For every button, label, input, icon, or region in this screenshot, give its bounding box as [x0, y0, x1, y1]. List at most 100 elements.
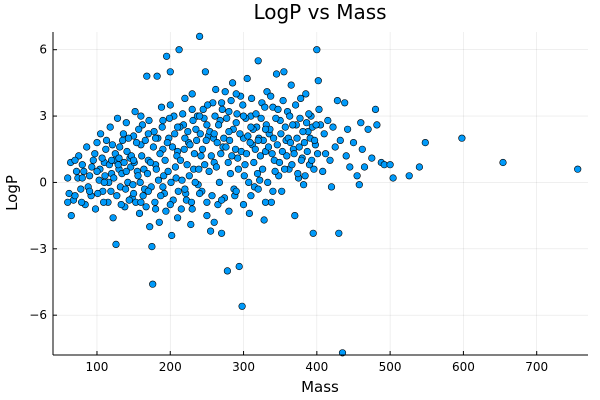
scatter-point [349, 139, 358, 147]
scatter-point [355, 181, 363, 189]
scatter-point [134, 172, 142, 180]
scatter-point [239, 112, 248, 120]
scatter-point [290, 150, 298, 158]
scatter-point [187, 198, 196, 206]
scatter-point [64, 198, 72, 206]
scatter-point [174, 123, 182, 131]
scatter-point [93, 167, 101, 175]
scatter-point [201, 68, 209, 76]
scatter-point [174, 187, 182, 195]
scatter-point [196, 32, 204, 41]
scatter-point [148, 243, 156, 251]
scatter-point [259, 165, 267, 173]
scatter-point [91, 150, 99, 158]
scatter-point [311, 136, 319, 144]
scatter-point [195, 165, 203, 173]
scatter-point [120, 158, 128, 167]
scatter-point [187, 220, 195, 229]
scatter-point [135, 209, 144, 217]
scatter-point [130, 189, 138, 198]
scatter-point [158, 123, 166, 131]
scatter-point [247, 192, 255, 200]
scatter-point [202, 136, 210, 144]
scatter-point [164, 167, 172, 175]
scatter-point [277, 130, 285, 138]
scatter-point [295, 143, 303, 151]
scatter-point [327, 183, 336, 191]
scatter-point [168, 143, 177, 151]
scatter-point [314, 150, 322, 158]
scatter-point [149, 280, 157, 288]
scatter-point [71, 156, 79, 164]
scatter-point [181, 94, 189, 102]
scatter-point [157, 192, 165, 200]
scatter-point [421, 139, 429, 147]
scatter-point [358, 145, 366, 153]
scatter-point [96, 130, 105, 138]
scatter-point [100, 178, 108, 186]
scatter-point [272, 70, 281, 78]
scatter-point [245, 178, 253, 186]
scatter-point [153, 72, 161, 80]
scatter-point [319, 167, 327, 175]
scatter-point [144, 187, 152, 195]
scatter-point [137, 198, 145, 206]
scatter-point [124, 134, 133, 142]
scatter-point [289, 121, 297, 129]
scatter-point [146, 223, 154, 231]
scatter-point [233, 110, 241, 118]
scatter-point [185, 172, 193, 180]
scatter-point [341, 99, 349, 107]
scatter-point [205, 167, 213, 175]
scatter-point [297, 156, 306, 164]
scatter-point [156, 150, 164, 158]
scatter-point [163, 52, 171, 60]
scatter-point [180, 145, 188, 153]
scatter-point [162, 207, 170, 215]
scatter-point [139, 192, 147, 200]
scatter-point [122, 167, 130, 175]
scatter-point [186, 141, 194, 149]
scatter-point [228, 152, 236, 160]
x-tick-label: 400 [305, 360, 328, 374]
scatter-point [278, 147, 287, 156]
scatter-point [225, 207, 233, 215]
scatter-point [344, 125, 352, 133]
y-tick-label: 0 [39, 175, 47, 189]
scatter-point [312, 121, 320, 129]
scatter-point [165, 114, 174, 122]
scatter-point [116, 143, 124, 151]
scatter-point [269, 187, 277, 195]
scatter-point [299, 128, 307, 136]
scatter-point [260, 216, 268, 224]
scatter-point [163, 139, 171, 147]
scatter-point [243, 74, 251, 83]
scatter-point [261, 198, 270, 206]
scatter-point [88, 163, 96, 171]
scatter-point [197, 152, 205, 160]
scatter-point [196, 189, 204, 198]
scatter-point [119, 130, 127, 138]
scatter-point [303, 147, 311, 156]
scatter-point [275, 158, 284, 167]
scatter-point [574, 165, 582, 173]
scatter-point [99, 198, 108, 206]
scatter-point [94, 189, 102, 198]
scatter-point [239, 201, 248, 209]
scatter-point [188, 105, 196, 113]
scatter-point [136, 178, 144, 186]
axes [52, 32, 588, 356]
scatter-point [101, 172, 109, 180]
scatter-point [102, 136, 111, 144]
scatter-point [204, 101, 212, 109]
scatter-point [166, 68, 174, 76]
scatter-point [215, 178, 223, 186]
scatter-point [240, 172, 248, 180]
scatter-point [176, 156, 185, 164]
scatter-point [207, 227, 215, 235]
scatter-point [250, 158, 258, 167]
scatter-point [175, 46, 183, 54]
scatter-point [152, 134, 160, 142]
scatter-point [98, 154, 106, 162]
